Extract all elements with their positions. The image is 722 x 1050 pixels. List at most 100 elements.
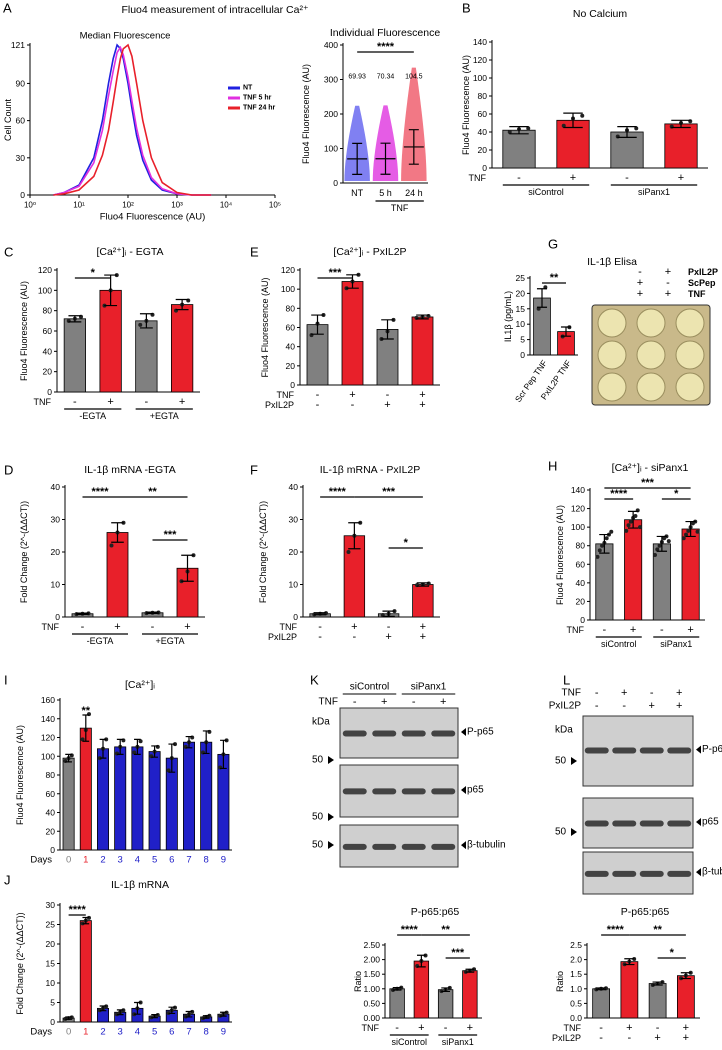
condition-mark: - <box>316 389 320 401</box>
group-label: siControl <box>350 682 389 693</box>
error-bar <box>348 522 361 550</box>
histogram-line <box>53 43 212 196</box>
band-arrow <box>461 785 466 794</box>
condition-mark: + <box>349 389 355 401</box>
y-tick-label: 80 <box>576 541 586 551</box>
blot-band <box>372 730 397 737</box>
plate-well <box>636 340 666 370</box>
band-label: p65 <box>467 784 484 795</box>
condition-mark: - <box>318 621 322 633</box>
y-tick-label: 40 <box>46 808 56 818</box>
y-tick-label: 0 <box>50 1017 55 1027</box>
y-tick-label: 1.00 <box>363 984 380 994</box>
error-bar <box>111 522 124 543</box>
y-tick-label: 2.50 <box>363 940 380 950</box>
bar <box>148 751 161 851</box>
condition-name: TNF <box>562 688 581 699</box>
significance-label: **** <box>329 486 347 498</box>
data-point <box>695 529 700 534</box>
x-tick-label: 0 <box>66 1027 71 1038</box>
condition-mark: - <box>73 396 77 408</box>
condition-name: PxIL2P <box>265 400 294 410</box>
bar <box>170 304 194 393</box>
y-tick-label: 2.5 <box>570 940 582 950</box>
error-bar <box>116 738 124 755</box>
condition-name: TNF <box>34 397 52 407</box>
y-tick-label: 140 <box>41 714 55 724</box>
panel-letter: B <box>462 1 471 16</box>
y-tick-label: 120 <box>473 55 487 65</box>
condition-name: TNF <box>567 625 585 635</box>
marker-arrow <box>571 757 577 765</box>
error-bar <box>82 916 90 925</box>
x-tick-label: 0 <box>66 855 71 866</box>
y-tick-label: 40 <box>51 482 61 492</box>
error-bar <box>134 738 141 755</box>
chart-title: IL-1β Elisa <box>587 256 637 268</box>
bar <box>412 584 434 618</box>
panel-letter: D <box>4 463 13 478</box>
condition-mark: - <box>353 696 357 708</box>
marker-arrow <box>328 841 334 849</box>
data-point <box>684 532 689 537</box>
condition-mark: + <box>107 396 113 408</box>
bar <box>183 741 195 851</box>
group-label: siControl <box>391 1037 427 1047</box>
y-axis-label: Fluo4 Fluorescence (AU) <box>19 281 29 381</box>
error-bar <box>509 126 529 135</box>
condition-mark: + <box>420 631 426 643</box>
error-bar <box>151 745 158 758</box>
error-bar <box>104 274 118 307</box>
panel-letter: H <box>548 459 557 474</box>
plate-well <box>675 372 705 402</box>
blot-band <box>612 820 637 827</box>
error-bar <box>202 1015 210 1019</box>
error-bar <box>417 954 426 968</box>
error-bar <box>116 1009 124 1016</box>
plate-well <box>636 308 666 338</box>
significance-label: **** <box>69 904 87 916</box>
kda-label: kDa <box>312 717 330 728</box>
y-tick-label: 80 <box>286 303 296 313</box>
significance-label: ** <box>441 924 450 936</box>
y-tick-label: 10 <box>516 319 526 329</box>
significance-label: *** <box>382 486 396 498</box>
legend-label: NT <box>243 85 253 92</box>
error-bar <box>685 520 696 538</box>
condition-mark: + <box>665 266 671 278</box>
x-tick-label: 2 <box>100 1027 105 1038</box>
condition-mark: + <box>420 621 426 633</box>
significance-label: ** <box>653 924 662 936</box>
condition-mark: + <box>419 389 425 401</box>
x-tick-label: NT <box>351 188 363 198</box>
condition-name: ScPep <box>688 278 716 288</box>
blot-band <box>584 870 609 877</box>
marker-label: 50 <box>555 827 567 838</box>
y-tick-label: 60 <box>478 109 488 119</box>
error-bar <box>560 326 572 337</box>
error-bar <box>563 112 583 129</box>
x-axis-label: Days <box>30 855 52 866</box>
data-point <box>638 525 643 530</box>
error-bar <box>134 1001 141 1015</box>
x-tick-label: 6 <box>169 855 174 866</box>
y-axis-label: Fluo4 Fluorescence (AU) <box>301 64 311 164</box>
condition-mark: - <box>599 1032 603 1044</box>
bar <box>200 741 213 851</box>
error-bar <box>168 1006 176 1015</box>
error-bar <box>313 612 327 616</box>
x-tick-label: 5 <box>152 1027 157 1038</box>
condition-mark: + <box>630 624 636 636</box>
y-tick-label: 20 <box>43 367 53 377</box>
significance-label: **** <box>401 924 419 936</box>
y-tick-label: 0.5 <box>570 998 582 1008</box>
condition-mark: - <box>353 631 357 643</box>
y-tick-label: 140 <box>571 485 585 495</box>
error-bar <box>65 753 72 763</box>
group-label: +EGTA <box>150 411 179 421</box>
band-arrow <box>696 868 701 877</box>
bar <box>79 727 92 851</box>
condition-mark: + <box>184 621 190 633</box>
error-bar <box>627 510 639 529</box>
condition-mark: + <box>384 399 390 411</box>
